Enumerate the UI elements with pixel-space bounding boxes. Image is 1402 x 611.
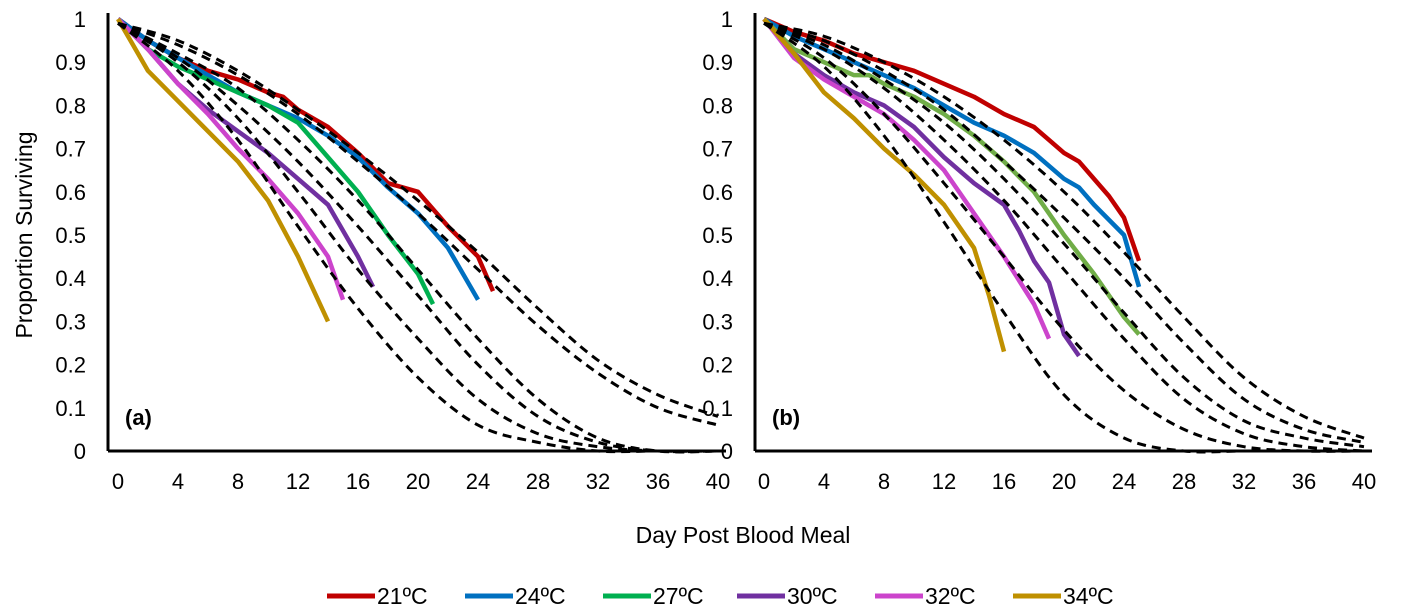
x-tick-label: 40 [1352, 469, 1376, 494]
legend-label: 21ºC [377, 583, 428, 609]
x-tick-label: 16 [346, 469, 370, 494]
panel-b: 0 0.1 0.2 0.3 0.4 0.5 0.6 0.7 0.8 0.9 1 0 4 8 12 16 20 24… [702, 7, 1376, 494]
x-tick-label: 24 [466, 469, 490, 494]
y-tick-label: 0.1 [55, 396, 86, 421]
y-tick-label: 0.5 [702, 223, 733, 248]
x-tick-label: 40 [706, 469, 730, 494]
legend: 21ºC 24ºC 27ºC 30ºC 32ºC 34ºC [327, 583, 1114, 609]
legend-label: 27ºC [653, 583, 704, 609]
y-tick-label: 0.2 [702, 353, 733, 378]
fitted-curve-2 [117, 21, 719, 454]
y-tick-label: 0.7 [702, 137, 733, 162]
x-tick-label: 36 [1292, 469, 1316, 494]
x-tick-label: 20 [1052, 469, 1076, 494]
x-tick-label: 8 [878, 469, 890, 494]
y-tick-label: 0.8 [55, 93, 86, 118]
y-tick-label: 1 [74, 7, 86, 32]
y-tick-label: 0 [721, 439, 733, 464]
fitted-curve-1 [117, 21, 719, 427]
y-tick-label: 0.3 [55, 309, 86, 334]
fitted-curve-4 [763, 22, 1365, 453]
series-line-5 [116, 17, 331, 323]
fitted-curve-2 [763, 21, 1365, 449]
legend-label: 34ºC [1063, 583, 1114, 609]
legend-label: 30ºC [787, 583, 838, 609]
x-tick-label: 16 [992, 469, 1016, 494]
legend-item: 32ºC [875, 583, 976, 609]
y-tick-label: 0.6 [702, 180, 733, 205]
x-axis-label: Day Post Blood Meal [636, 522, 851, 548]
series-line-2 [762, 17, 1141, 336]
fitted-curve-5 [117, 22, 718, 454]
x-tick-label: 24 [1112, 469, 1136, 494]
legend-item: 34ºC [1013, 583, 1114, 609]
x-tick-label: 28 [526, 469, 550, 494]
y-tick-label: 0.5 [55, 223, 86, 248]
fitted-curve-5 [763, 22, 1364, 454]
y-tick-label: 0.9 [702, 50, 733, 75]
y-tick-label: 0.8 [702, 93, 733, 118]
series-line-3 [762, 17, 1081, 358]
x-tick-label: 36 [646, 469, 670, 494]
legend-label: 32ºC [925, 583, 976, 609]
y-tick-label: 0.6 [55, 180, 86, 205]
y-tick-label: 0.1 [702, 396, 733, 421]
series-line-4 [116, 17, 346, 301]
fitted-curve-1 [763, 21, 1365, 444]
fitted-curve-3 [763, 21, 1365, 453]
y-axis-label: Proportion Surviving [11, 131, 37, 338]
series-line-1 [116, 17, 480, 301]
x-tick-label: 32 [586, 469, 610, 494]
y-tick-label: 0.3 [702, 309, 733, 334]
y-tick-label: 0.9 [55, 50, 86, 75]
y-tick-label: 0.4 [55, 266, 86, 291]
x-tick-label: 32 [1232, 469, 1256, 494]
x-tick-label: 8 [232, 469, 244, 494]
y-tick-label: 0.4 [702, 266, 733, 291]
series-line-5 [762, 17, 1007, 353]
panel-label: (b) [772, 405, 800, 430]
legend-item: 21ºC [327, 583, 428, 609]
x-tick-label: 0 [112, 469, 124, 494]
x-tick-label: 12 [932, 469, 956, 494]
series-line-2 [116, 17, 436, 306]
series-line-4 [762, 17, 1052, 340]
y-tick-label: 0.7 [55, 137, 86, 162]
y-tick-label: 1 [721, 7, 733, 32]
x-tick-label: 20 [406, 469, 430, 494]
y-tick-label: 0 [74, 439, 86, 464]
legend-item: 30ºC [737, 583, 838, 609]
legend-label: 24ºC [515, 583, 566, 609]
fitted-curve-3 [117, 22, 719, 454]
x-tick-label: 12 [286, 469, 310, 494]
legend-item: 27ºC [603, 583, 704, 609]
panel-label: (a) [125, 405, 152, 430]
panel-a: 0 0.1 0.2 0.3 0.4 0.5 0.6 0.7 0.8 0.9 1 0 4 8 12 16 20 24… [55, 7, 730, 494]
y-tick-label: 0.2 [55, 353, 86, 378]
x-tick-label: 0 [758, 469, 770, 494]
series-line-0 [763, 16, 1142, 262]
x-tick-label: 28 [1172, 469, 1196, 494]
legend-item: 24ºC [465, 583, 566, 609]
x-tick-label: 4 [172, 469, 184, 494]
fitted-curve-0 [117, 21, 719, 418]
x-tick-label: 4 [818, 469, 830, 494]
fitted-curve-4 [117, 22, 719, 453]
